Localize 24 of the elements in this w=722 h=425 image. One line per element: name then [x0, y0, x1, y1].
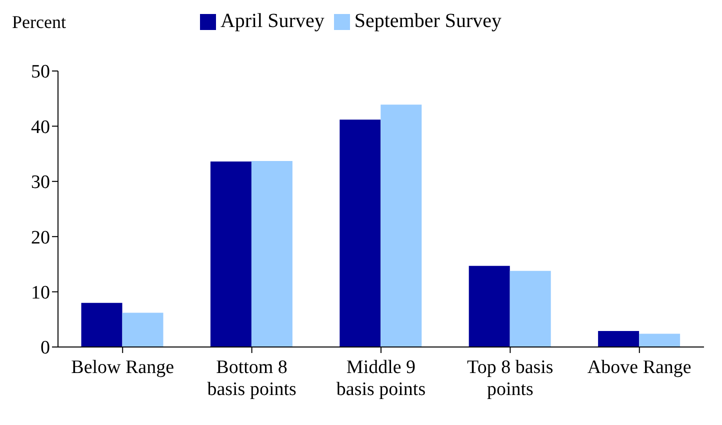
legend-label: April Survey	[220, 10, 324, 32]
y-tick-label: 40	[31, 116, 50, 138]
x-tick-label: Below Range	[71, 357, 174, 378]
y-tick-label: 30	[31, 172, 50, 194]
bar	[210, 162, 252, 347]
bar	[639, 334, 680, 347]
bar	[340, 120, 381, 347]
y-tick-label: 20	[31, 227, 50, 248]
x-tick-label: Top 8 basis points	[467, 357, 554, 400]
y-tick-label: 50	[31, 62, 50, 83]
bar	[598, 330, 640, 347]
bar	[468, 266, 510, 347]
y-axis-title: Percent	[12, 12, 66, 33]
y-tick-label: 10	[31, 282, 50, 304]
legend-label: September Survey	[354, 10, 502, 32]
bar	[510, 270, 551, 347]
bar	[81, 302, 122, 347]
bar	[251, 160, 292, 347]
bar	[122, 312, 164, 347]
bar	[380, 104, 422, 347]
x-tick-label: Middle 9 basis points	[336, 357, 426, 400]
x-tick-label: Bottom 8 basis points	[207, 357, 296, 400]
y-tick-label: 0	[40, 338, 50, 359]
x-tick-label: Above Range	[587, 357, 692, 378]
